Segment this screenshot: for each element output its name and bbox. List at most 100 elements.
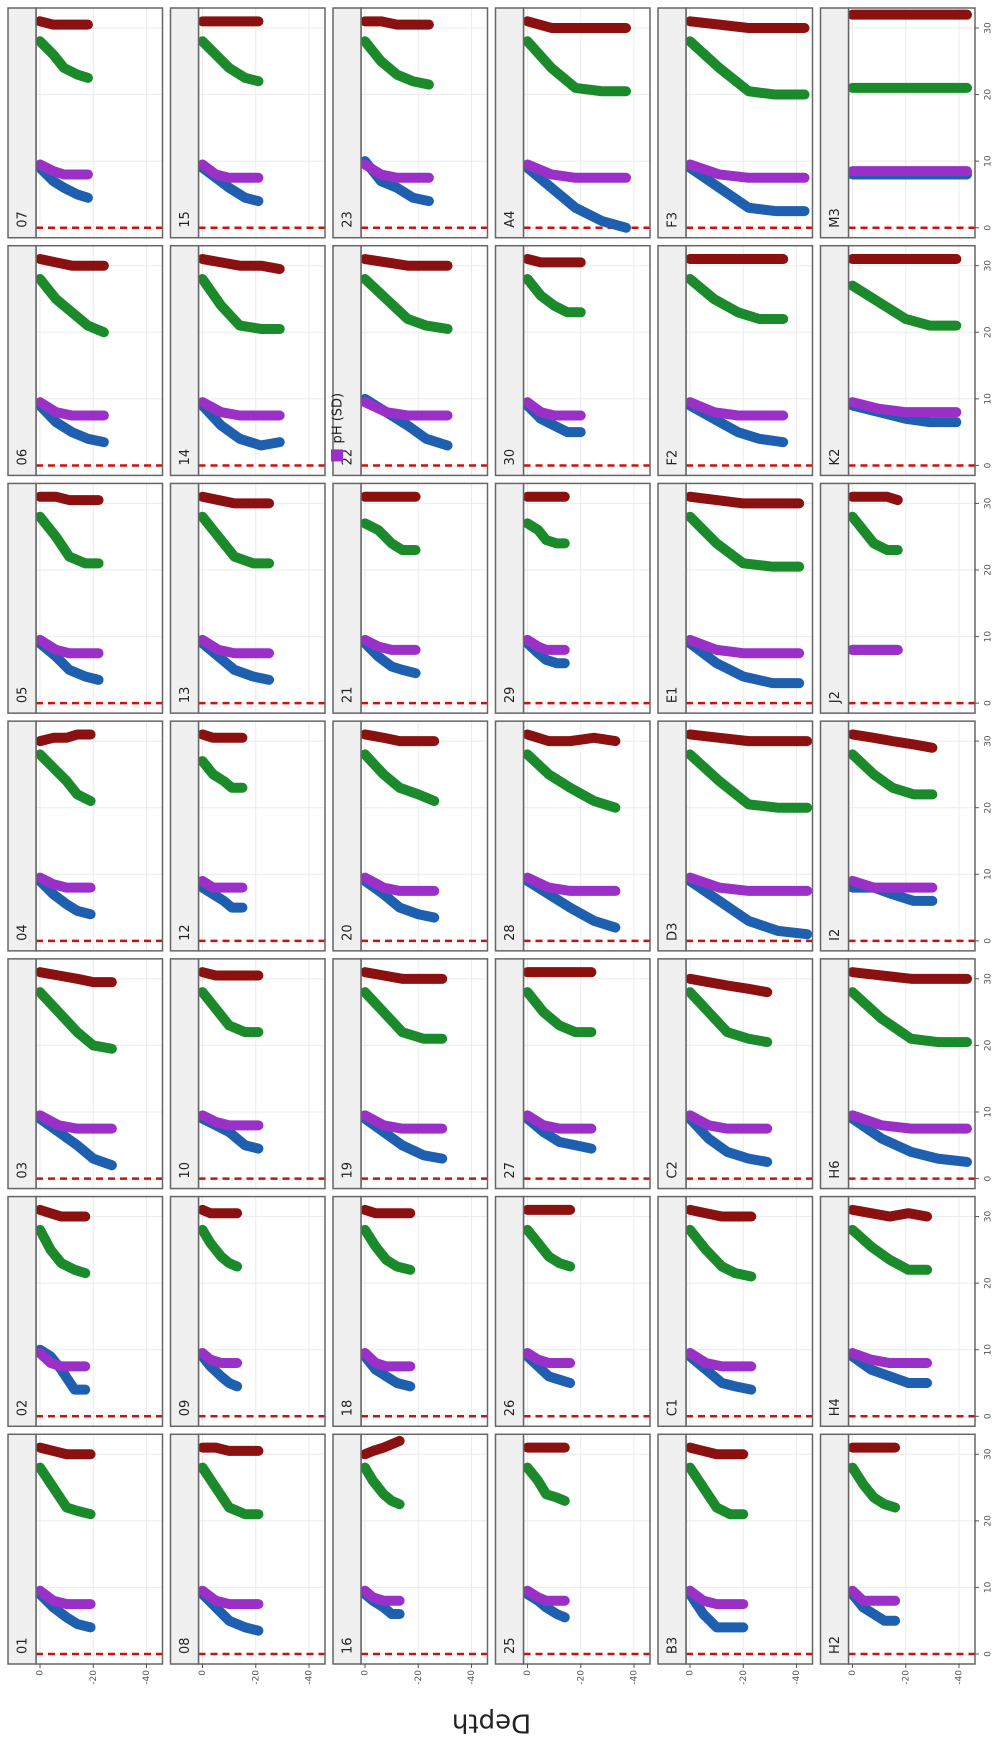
profile-line (522, 634, 570, 655)
strip (332, 1195, 362, 1428)
strip-label: 27 (503, 1162, 518, 1179)
panel: 14 (169, 244, 326, 477)
strip (819, 482, 850, 714)
strip (494, 1195, 525, 1428)
panel: 29 (494, 482, 651, 714)
y-tick-label: 0 (198, 1670, 208, 1676)
profile-line (847, 397, 962, 418)
strip-label: K2 (828, 449, 843, 466)
profile-line (359, 967, 448, 984)
panel-background (361, 1434, 488, 1664)
panel: 05 (7, 482, 164, 714)
panel: 02 (7, 1195, 164, 1428)
strip-label: H6 (828, 1161, 843, 1179)
profile-line (847, 967, 973, 984)
strip (7, 7, 37, 239)
profile-line (684, 274, 789, 324)
panel: F3 (657, 7, 814, 239)
panel-background (848, 483, 975, 714)
profile-line (847, 511, 903, 556)
profile-line (197, 1348, 243, 1369)
x-tick-label: 0 (984, 700, 994, 706)
profile-line (34, 491, 104, 506)
x-tick-label: 10 (984, 868, 994, 880)
strip-label: 14 (178, 449, 193, 466)
panel-background (686, 1434, 813, 1664)
panel-background (523, 483, 650, 714)
profile-line (359, 1585, 405, 1606)
strip-label: M3 (828, 208, 843, 228)
x-tick-label: 20 (984, 802, 994, 814)
strip (494, 1433, 525, 1665)
strip (657, 7, 687, 239)
panel: 28 (494, 720, 651, 952)
y-tick-label: 0 (523, 1670, 533, 1676)
profile-line (522, 1585, 570, 1606)
profile-line (522, 159, 632, 183)
panel-background (198, 721, 325, 951)
profile-line (522, 872, 621, 896)
panel: 10 (169, 958, 326, 1190)
strip (819, 958, 850, 1190)
panel-background (198, 958, 325, 1189)
profile-line (522, 875, 621, 933)
profile-line (684, 511, 805, 572)
strip (332, 720, 362, 952)
y-tick-label: -20 (739, 1670, 749, 1685)
x-tick-label: 10 (984, 1581, 994, 1593)
panel: D3 (657, 720, 814, 952)
strip-label: A4 (503, 211, 518, 228)
profile-line (684, 1585, 749, 1610)
profile-line (684, 16, 810, 33)
profile-line (522, 518, 570, 549)
strip-label: 30 (503, 449, 518, 466)
profile-line (359, 638, 421, 679)
panel: 21 (332, 482, 489, 714)
strip (819, 7, 850, 239)
panel: 03 (7, 958, 164, 1190)
strip-label: 26 (503, 1400, 518, 1417)
y-tick-label: -20 (414, 1670, 424, 1685)
profile-line (34, 274, 109, 338)
y-tick-label: -20 (576, 1670, 586, 1685)
panel: 30 (494, 244, 651, 477)
strip (819, 244, 850, 477)
panel-background (523, 1196, 650, 1427)
profile-line (197, 1204, 243, 1219)
strip-label: 12 (178, 924, 193, 941)
profile-line (522, 1462, 570, 1506)
panel: 27 (494, 958, 651, 1190)
profile-line (684, 159, 810, 183)
x-tick-label: 10 (984, 1106, 994, 1118)
profile-line (684, 872, 813, 896)
profile-line (522, 16, 632, 33)
profile-line (359, 36, 434, 90)
profile-line (34, 254, 109, 271)
strip (169, 958, 200, 1190)
strip-label: 10 (178, 1162, 193, 1179)
panel: H4 (819, 1195, 976, 1428)
profile-line (197, 1462, 264, 1520)
profile-line (197, 729, 248, 743)
profile-line (34, 987, 117, 1054)
profile-line (684, 1442, 749, 1460)
profile-line (197, 1110, 264, 1131)
panel: 20 (332, 720, 489, 952)
strip (169, 720, 200, 952)
profile-line (359, 1204, 416, 1219)
profile-line (197, 1442, 264, 1456)
profile-line (359, 987, 448, 1044)
profile-line (847, 749, 938, 800)
profile-line (522, 749, 621, 813)
profile-line (34, 1348, 91, 1372)
strip-label: 18 (341, 1400, 356, 1417)
strip (332, 958, 362, 1190)
panel-background (361, 1196, 488, 1427)
strip-label: 09 (178, 1400, 193, 1417)
x-tick-label: 20 (984, 89, 994, 101)
profile-line (34, 749, 96, 807)
strip (819, 1195, 850, 1428)
x-tick-label: 30 (984, 1211, 994, 1223)
y-axis-title: Depth (452, 1708, 531, 1738)
